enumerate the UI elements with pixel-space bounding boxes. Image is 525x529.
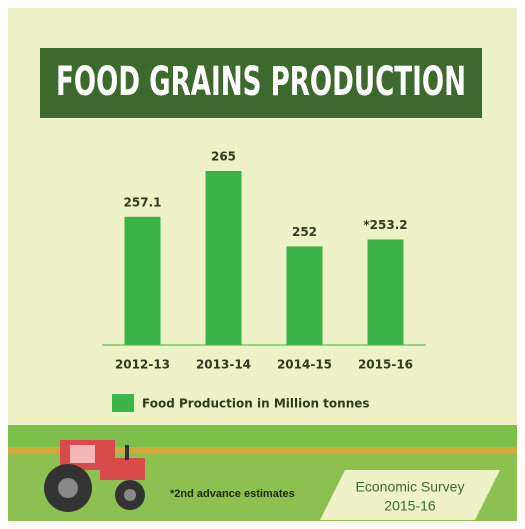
tractor-window [70, 445, 95, 463]
chart-title: FOOD GRAINS PRODUCTION [56, 59, 466, 105]
bar [367, 239, 404, 345]
source: 2015-16 [384, 498, 436, 514]
footnote: *2nd advance estimates [170, 488, 295, 500]
tractor-exhaust [125, 445, 129, 460]
x-tick-label: 2012-13 [115, 358, 170, 372]
bar [205, 171, 242, 345]
bar [124, 216, 161, 345]
title-banner [40, 48, 482, 118]
tractor [44, 440, 145, 512]
x-tick-label: 2014-15 [277, 358, 332, 372]
value-label: 265 [211, 150, 236, 164]
legend-label: Food Production in Million tonnes [142, 397, 370, 411]
tractor-hub [58, 478, 78, 498]
x-tick-label: 2015-16 [358, 358, 413, 372]
field-stripe [8, 425, 517, 447]
tractor-hub [124, 489, 136, 501]
plot: 257.1 265 252 *253.2 Food Production in Mill… [102, 150, 426, 412]
source-box [320, 470, 500, 520]
bar [286, 246, 323, 345]
tractor-hood [100, 458, 145, 480]
value-label: 257.1 [124, 195, 162, 209]
x-tick-label: 2013-14 [196, 358, 251, 372]
legend-swatch [112, 394, 134, 412]
value-label: 252 [292, 225, 317, 239]
source: Economic Survey [356, 479, 465, 495]
field-stripe [8, 447, 517, 454]
value-label: *253.2 [363, 218, 407, 232]
